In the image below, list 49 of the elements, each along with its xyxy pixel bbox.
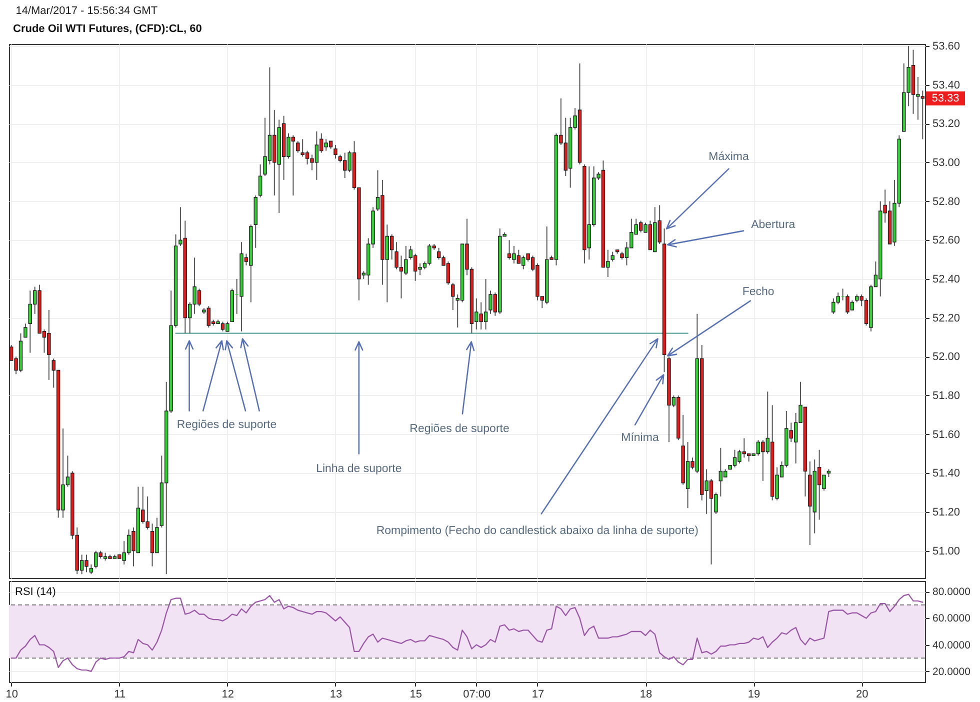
annotation: Rompimento (Fecho do candlestick abaixo da linha de suporte)	[376, 524, 699, 537]
x-tick-label: 20	[856, 688, 868, 700]
annotation: Regiões de suporte	[410, 422, 510, 435]
x-tick-label: 19	[748, 688, 760, 700]
y-tick-label: 52.20	[932, 312, 960, 324]
y-tick-label: 60.0000	[932, 612, 971, 625]
y-tick-label: 20.0000	[932, 666, 971, 678]
y-tick-label: 80.0000	[932, 586, 971, 598]
x-tick-label: 13	[330, 688, 342, 700]
y-tick-label: 53.00	[932, 156, 960, 169]
candlestick	[451, 282, 455, 311]
candlestick	[24, 323, 28, 338]
candlestick	[258, 164, 262, 198]
x-tick-label: 17	[532, 688, 544, 700]
y-tick-label: 52.80	[932, 196, 960, 208]
text: 14/Mar/2017 - 15:56:34 GMT	[16, 4, 158, 17]
annotation: 53.33	[932, 92, 960, 104]
x-tick-label: 18	[640, 688, 652, 700]
x-tick-label: 07:00	[463, 688, 491, 700]
annotation: Abertura	[751, 218, 796, 231]
candlestick	[390, 234, 394, 260]
chart-title: RSI (14)	[15, 586, 56, 598]
y-tick-label: 53.40	[932, 79, 960, 92]
candlestick	[296, 140, 300, 154]
annotation: Regiões de suporte	[176, 418, 277, 431]
candlestick	[610, 251, 614, 262]
y-tick-label: 52.00	[932, 351, 960, 364]
candlestick	[334, 144, 338, 160]
x-tick-label: 10	[6, 688, 18, 700]
x-tick-label: 12	[222, 688, 234, 700]
annotation: Máxima	[708, 150, 750, 163]
y-tick-label: 40.0000	[932, 639, 971, 652]
y-tick-label: 51.80	[932, 390, 960, 402]
candlestick	[718, 447, 723, 497]
y-tick-label: 51.40	[932, 468, 960, 480]
y-tick-label: 51.20	[932, 506, 960, 518]
candlestick	[89, 564, 94, 575]
y-tick-label: 52.40	[932, 273, 960, 286]
y-tick-label: 51.60	[932, 428, 960, 441]
y-tick-label: 52.60	[932, 234, 960, 247]
x-tick-label: 11	[114, 688, 126, 700]
chart-title: Crude Oil WTI Futures, (CFD):CL, 60	[13, 23, 202, 35]
annotation: Mínima	[621, 432, 660, 444]
x-tick-label: 15	[410, 688, 422, 700]
y-tick-label: 53.20	[932, 118, 960, 130]
y-tick-label: 51.00	[932, 545, 960, 558]
annotation: Fecho	[742, 286, 774, 298]
y-tick-label: 53.60	[932, 40, 960, 52]
annotation: Linha de suporte	[316, 462, 402, 475]
